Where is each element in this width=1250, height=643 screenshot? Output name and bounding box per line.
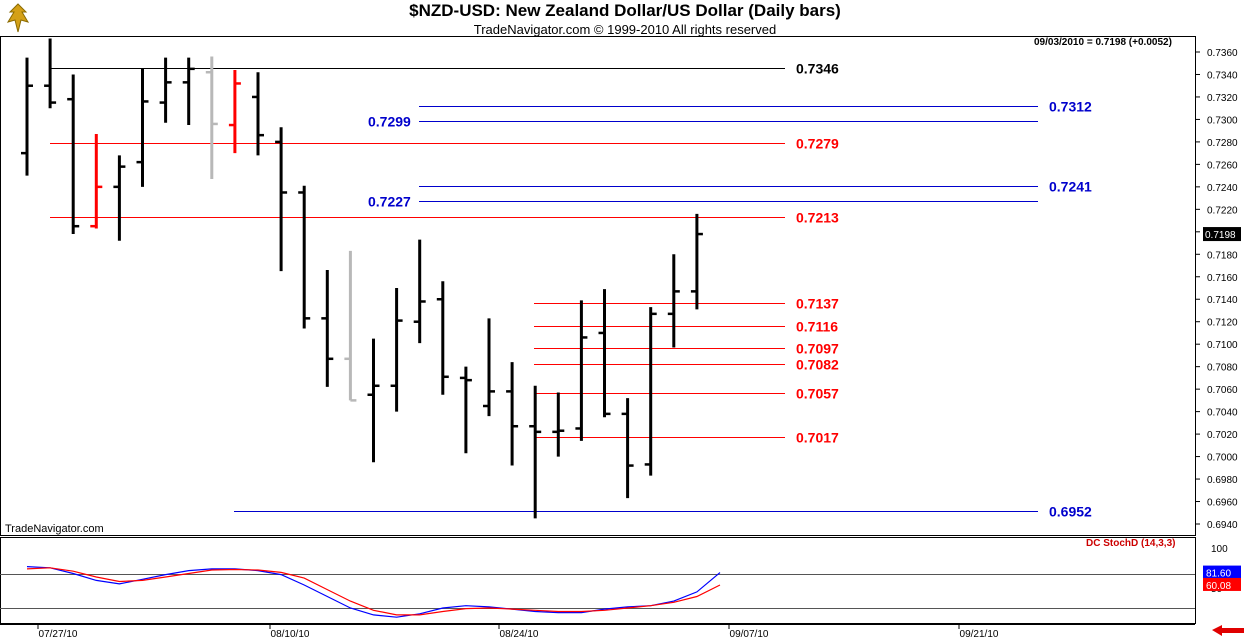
price-y-tick-label: 0.7240	[1207, 183, 1238, 194]
ohlc-bar	[690, 213, 703, 310]
price-y-tick-label: 0.7060	[1207, 385, 1238, 396]
level-label-0.7227: 0.7227	[368, 194, 411, 210]
price-y-tick-label: 0.7000	[1207, 453, 1238, 464]
scroll-left-arrow-icon	[1212, 625, 1244, 636]
level-label-0.7279: 0.7279	[796, 136, 839, 152]
ohlc-bar	[529, 385, 542, 519]
level-label-0.7017: 0.7017	[796, 430, 839, 446]
date-tick-label: 08/24/10	[500, 629, 539, 640]
price-y-tick-label: 0.7020	[1207, 430, 1238, 441]
price-y-tick-label: 0.7160	[1207, 273, 1238, 284]
price-y-tick-label: 0.7320	[1207, 93, 1238, 104]
level-label-0.7137: 0.7137	[796, 296, 839, 312]
ohlc-bar	[21, 57, 33, 176]
level-label-0.7213: 0.7213	[796, 210, 839, 226]
price-y-tick-label: 0.7040	[1207, 408, 1238, 419]
ohlc-bar	[644, 307, 657, 476]
ohlc-bar	[44, 38, 57, 109]
ohlc-bar	[321, 270, 334, 387]
ohlc-bar	[483, 318, 495, 417]
stoch-last-label: 60.08	[1206, 581, 1231, 592]
ohlc-bar	[390, 288, 403, 412]
ohlc-bar	[344, 250, 357, 402]
ohlc-bar	[252, 72, 264, 156]
level-label-0.7097: 0.7097	[796, 341, 839, 357]
stoch-line-d	[26, 567, 721, 616]
ohlc-bar	[436, 281, 449, 395]
stoch-last-label: 81.60	[1206, 569, 1231, 580]
level-label-0.6952: 0.6952	[1049, 504, 1092, 520]
level-label-0.7346: 0.7346	[796, 61, 839, 77]
ohlc-bar	[598, 289, 611, 418]
level-label-0.7299: 0.7299	[368, 114, 411, 130]
price-y-tick-label: 0.6960	[1207, 498, 1238, 509]
price-y-tick-label: 0.7140	[1207, 295, 1238, 306]
ohlc-bar	[575, 300, 588, 441]
ohlc-bar	[113, 155, 126, 241]
level-label-0.7057: 0.7057	[796, 386, 839, 402]
tradenavigator-logo-icon	[4, 2, 32, 39]
price-y-tick-label: 0.7260	[1207, 160, 1238, 171]
price-y-tick-label: 0.7180	[1207, 250, 1238, 261]
level-label-0.7082: 0.7082	[796, 357, 839, 373]
ohlc-bar	[413, 239, 426, 344]
level-label-0.7241: 0.7241	[1049, 179, 1092, 195]
last-price-box	[1203, 227, 1241, 242]
ohlc-bar	[136, 68, 149, 187]
ohlc-bar	[275, 127, 288, 272]
date-tick-label: 08/10/10	[271, 629, 310, 640]
stoch-y-tick-label: 100	[1211, 544, 1228, 555]
level-label-0.7116: 0.7116	[796, 319, 838, 335]
price-y-tick-label: 0.7220	[1207, 205, 1238, 216]
price-y-tick-label: 0.7080	[1207, 363, 1238, 374]
ohlc-bar	[621, 398, 634, 499]
date-tick-label: 09/21/10	[960, 629, 999, 640]
ohlc-bar	[298, 185, 311, 329]
stoch-last-box	[1203, 577, 1241, 591]
indicator-panel-frame	[0, 537, 1196, 624]
price-y-tick-label: 0.7280	[1207, 138, 1238, 149]
ohlc-bar	[367, 338, 380, 463]
ohlc-bar	[228, 69, 241, 154]
price-y-tick-label: 0.7300	[1207, 115, 1238, 126]
stoch-last-box	[1203, 565, 1241, 579]
ohlc-bar	[182, 57, 195, 126]
ohlc-bar	[552, 392, 565, 457]
chart-subtitle: TradeNavigator.com © 1999-2010 All right…	[473, 22, 777, 37]
price-y-tick-label: 0.7100	[1207, 340, 1238, 351]
level-label-0.7312: 0.7312	[1049, 99, 1092, 115]
ohlc-bar	[667, 254, 680, 348]
date-tick-label: 07/27/10	[39, 629, 78, 640]
ohlc-bar	[90, 134, 103, 229]
date-tick-label: 09/07/10	[730, 629, 769, 640]
price-readout: 09/03/2010 = 0.7198 (+0.0052)	[1034, 37, 1172, 48]
ohlc-bar	[205, 56, 218, 179]
ohlc-bar	[506, 362, 519, 466]
chart-title: $NZD-USD: New Zealand Dollar/US Dollar (…	[409, 1, 841, 20]
price-panel-frame	[0, 36, 1196, 536]
price-y-tick-label: 0.7120	[1207, 318, 1238, 329]
price-y-tick-label: 0.6940	[1207, 520, 1238, 531]
stoch-line-k	[26, 566, 721, 618]
stochastic-title: DC StochD (14,3,3)	[1086, 538, 1176, 549]
last-price-label: 0.7198	[1205, 230, 1236, 241]
ohlc-bar	[159, 57, 172, 123]
watermark-text: TradeNavigator.com	[5, 523, 104, 535]
price-y-tick-label: 0.7360	[1207, 48, 1238, 59]
ohlc-bar	[459, 366, 472, 454]
price-y-tick-label: 0.6980	[1207, 475, 1238, 486]
price-y-tick-label: 0.7340	[1207, 70, 1238, 81]
ohlc-bar	[67, 74, 80, 235]
